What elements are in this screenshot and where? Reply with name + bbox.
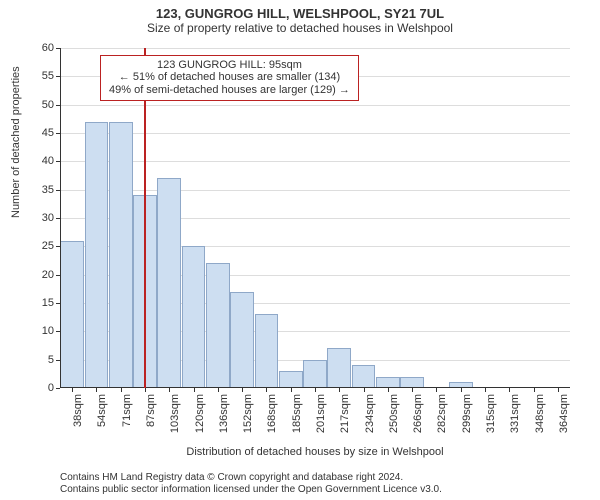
y-tick-label: 20 xyxy=(24,269,54,281)
x-tick-mark xyxy=(121,388,122,392)
x-tick-label: 201sqm xyxy=(315,394,327,433)
y-tick-label: 0 xyxy=(24,382,54,394)
y-axis-line xyxy=(60,48,61,388)
x-tick-label: 348sqm xyxy=(534,394,546,433)
x-tick-mark xyxy=(485,388,486,392)
x-tick-mark xyxy=(96,388,97,392)
x-tick-label: 331sqm xyxy=(509,394,521,433)
bar xyxy=(206,263,230,388)
x-tick-label: 299sqm xyxy=(461,394,473,433)
x-tick-mark xyxy=(72,388,73,392)
x-tick-mark xyxy=(388,388,389,392)
bar xyxy=(279,371,303,388)
x-tick-mark xyxy=(315,388,316,392)
plot-area: 123 GUNGROG HILL: 95sqm ← 51% of detache… xyxy=(60,48,570,408)
y-tick-label: 35 xyxy=(24,184,54,196)
x-tick-mark xyxy=(266,388,267,392)
x-axis-label: Distribution of detached houses by size … xyxy=(60,446,570,458)
page-title: 123, GUNGROG HILL, WELSHPOOL, SY21 7UL xyxy=(0,0,600,21)
x-tick-mark xyxy=(558,388,559,392)
x-tick-label: 136sqm xyxy=(218,394,230,433)
bar xyxy=(303,360,327,388)
y-tick-label: 55 xyxy=(24,70,54,82)
annotation-box: 123 GUNGROG HILL: 95sqm ← 51% of detache… xyxy=(100,55,359,101)
x-tick-labels: 38sqm54sqm71sqm87sqm103sqm120sqm136sqm15… xyxy=(60,388,570,408)
chart-container: 123, GUNGROG HILL, WELSHPOOL, SY21 7UL S… xyxy=(0,0,600,500)
x-tick-mark xyxy=(509,388,510,392)
bar xyxy=(182,246,206,388)
annotation-line-1: 123 GUNGROG HILL: 95sqm xyxy=(109,59,350,72)
annotation-line-3: 49% of semi-detached houses are larger (… xyxy=(109,84,350,97)
attribution: Contains HM Land Registry data © Crown c… xyxy=(60,472,570,496)
bar xyxy=(255,314,279,388)
y-tick-label: 25 xyxy=(24,240,54,252)
y-tick-label: 30 xyxy=(24,212,54,224)
x-tick-label: 120sqm xyxy=(194,394,206,433)
x-tick-label: 282sqm xyxy=(436,394,448,433)
x-tick-label: 71sqm xyxy=(121,394,133,427)
y-tick-label: 10 xyxy=(24,325,54,337)
x-tick-label: 185sqm xyxy=(291,394,303,433)
x-tick-mark xyxy=(194,388,195,392)
x-tick-label: 152sqm xyxy=(242,394,254,433)
x-tick-mark xyxy=(364,388,365,392)
bar xyxy=(60,241,84,388)
x-tick-mark xyxy=(436,388,437,392)
bar xyxy=(352,365,376,388)
attribution-line-2: Contains public sector information licen… xyxy=(60,484,442,495)
x-tick-mark xyxy=(412,388,413,392)
x-tick-label: 250sqm xyxy=(388,394,400,433)
x-tick-label: 103sqm xyxy=(169,394,181,433)
x-tick-mark xyxy=(534,388,535,392)
page-subtitle: Size of property relative to detached ho… xyxy=(0,21,600,35)
x-tick-mark xyxy=(461,388,462,392)
x-tick-mark xyxy=(242,388,243,392)
bar xyxy=(327,348,351,388)
x-tick-mark xyxy=(218,388,219,392)
bar xyxy=(157,178,181,388)
annotation-line-2: ← 51% of detached houses are smaller (13… xyxy=(109,71,350,84)
x-tick-label: 266sqm xyxy=(412,394,424,433)
y-tick-label: 5 xyxy=(24,354,54,366)
x-tick-mark xyxy=(339,388,340,392)
y-axis-label: Number of detached properties xyxy=(10,66,22,218)
y-tick-label: 60 xyxy=(24,42,54,54)
x-tick-mark xyxy=(145,388,146,392)
y-tick-label: 40 xyxy=(24,155,54,167)
x-tick-label: 234sqm xyxy=(364,394,376,433)
y-tick-label: 15 xyxy=(24,297,54,309)
x-tick-label: 54sqm xyxy=(96,394,108,427)
y-tick-label: 45 xyxy=(24,127,54,139)
x-tick-label: 364sqm xyxy=(558,394,570,433)
x-axis-line xyxy=(60,387,570,388)
bar xyxy=(109,122,133,388)
x-tick-label: 315sqm xyxy=(485,394,497,433)
bar xyxy=(230,292,254,388)
y-tick-label: 50 xyxy=(24,99,54,111)
attribution-line-1: Contains HM Land Registry data © Crown c… xyxy=(60,472,403,483)
x-tick-mark xyxy=(291,388,292,392)
x-tick-label: 38sqm xyxy=(72,394,84,427)
x-tick-label: 217sqm xyxy=(339,394,351,433)
bar xyxy=(85,122,109,388)
x-tick-label: 87sqm xyxy=(145,394,157,427)
x-tick-mark xyxy=(169,388,170,392)
x-tick-label: 168sqm xyxy=(266,394,278,433)
